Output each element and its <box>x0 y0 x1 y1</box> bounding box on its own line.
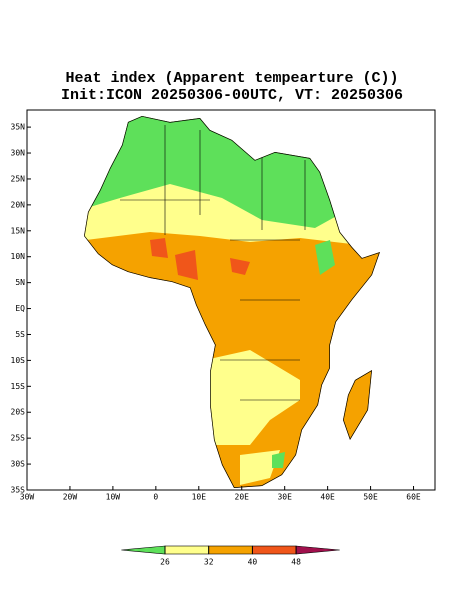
y-tick-label: 20S <box>11 408 26 417</box>
region <box>272 240 335 468</box>
y-tick-label: 35N <box>11 123 26 132</box>
colorbar-label: 40 <box>248 558 258 567</box>
x-tick-label: 50E <box>363 493 378 502</box>
plot-frame <box>26 109 436 491</box>
y-tick-label: 20N <box>11 200 26 209</box>
region <box>84 184 360 245</box>
y-tick-label: 25S <box>11 434 26 443</box>
colorbar-end <box>121 545 166 555</box>
colorbar-label: 26 <box>160 558 170 567</box>
x-tick-label: 10W <box>106 493 121 502</box>
x-tick-label: 40E <box>320 493 335 502</box>
x-tick-label: 20E <box>235 493 250 502</box>
y-tick-label: EQ <box>15 304 25 313</box>
x-tick-label: 30E <box>277 493 292 502</box>
region <box>150 238 250 280</box>
coastline <box>84 116 380 488</box>
y-tick-label: 25N <box>11 174 26 183</box>
title: Heat index (Apparent tempearture (C)) <box>65 70 398 87</box>
colorbar-segment <box>164 545 210 555</box>
y-tick-label: 30S <box>11 460 26 469</box>
colorbar-end <box>295 545 340 555</box>
y-tick-label: 30N <box>11 149 26 158</box>
y-tick-label: 5S <box>15 330 25 339</box>
y-tick-label: 10N <box>11 252 26 261</box>
y-tick-label: 15S <box>11 382 26 391</box>
y-tick-label: 35S <box>11 486 26 495</box>
x-tick-label: 30W <box>20 493 35 502</box>
region <box>205 350 300 485</box>
x-tick-label: 10E <box>192 493 207 502</box>
x-tick-label: 60E <box>406 493 421 502</box>
y-tick-label: 5N <box>15 278 25 287</box>
colorbar-segment <box>208 545 253 555</box>
colorbar-label: 48 <box>291 558 301 567</box>
y-tick-label: 10S <box>11 356 26 365</box>
y-tick-label: 15N <box>11 226 26 235</box>
subtitle: Init:ICON 20250306-00UTC, VT: 20250306 <box>61 87 403 104</box>
colorbar-label: 32 <box>204 558 214 567</box>
colorbar-segment <box>252 545 297 555</box>
borders <box>120 125 306 401</box>
x-tick-label: 20W <box>63 493 78 502</box>
map-fill <box>84 116 380 488</box>
x-tick-label: 0 <box>153 493 158 502</box>
